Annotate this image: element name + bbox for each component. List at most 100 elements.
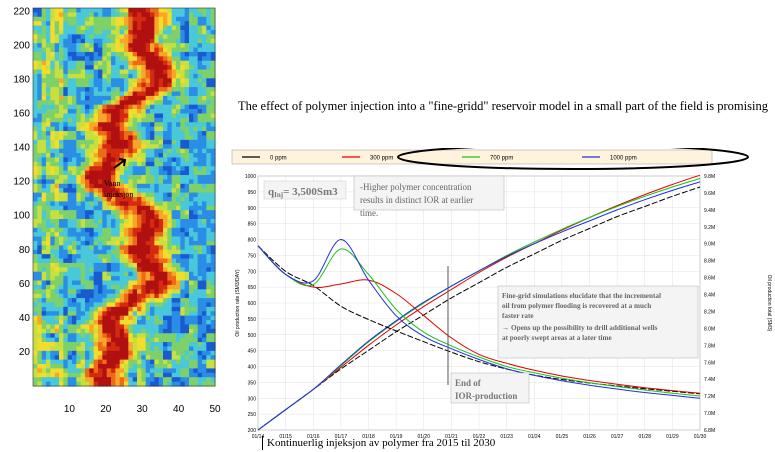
heatmap-cell	[115, 8, 121, 13]
heatmap-cell	[171, 113, 177, 119]
heatmap-cell	[210, 148, 216, 154]
heatmap-cell	[59, 254, 64, 260]
heatmap-cell	[202, 91, 207, 97]
heatmap-cell	[46, 47, 51, 53]
heatmap-cell	[89, 65, 95, 71]
heatmap-cell	[124, 328, 129, 334]
x-tick-label: 01/14	[252, 434, 265, 440]
heatmap-cell	[89, 240, 95, 246]
heatmap-cell	[50, 328, 56, 334]
heatmap-cell	[167, 60, 173, 66]
heatmap-cell	[119, 262, 125, 268]
heatmap-cell	[124, 175, 129, 181]
heatmap-cell	[167, 377, 173, 383]
heatmap-cell	[167, 342, 173, 348]
heatmap-cell	[50, 100, 56, 106]
heatmap-cell	[80, 157, 86, 163]
heatmap-cell	[150, 38, 155, 44]
heatmap-cell	[137, 179, 142, 185]
x-tick-label: 01/15	[279, 434, 292, 440]
heatmap-cell	[93, 87, 99, 93]
heatmap-cell	[150, 100, 155, 106]
heatmap-cell	[50, 381, 56, 387]
heatmap-cell	[54, 197, 60, 202]
heatmap-cell	[54, 117, 60, 123]
heatmap-cell	[111, 205, 116, 211]
heatmap-cell	[63, 227, 69, 233]
heatmap-cell	[102, 12, 108, 18]
heatmap-cell	[163, 258, 168, 264]
x-tick-label: 01/24	[528, 434, 541, 440]
y-right-tick-label: 9.2M	[704, 225, 715, 231]
heatmap-cell	[210, 78, 216, 84]
heatmap-cell	[80, 43, 86, 49]
heatmap-cell	[206, 333, 212, 339]
heatmap-cell	[102, 43, 108, 49]
heatmap-cell	[180, 240, 186, 246]
heatmap-cell	[154, 179, 160, 185]
heatmap-cell	[46, 293, 51, 299]
heatmap-cell	[167, 104, 173, 110]
heatmap-cell	[137, 91, 142, 97]
heatmap-cell	[128, 320, 134, 326]
heatmap-cell	[154, 69, 160, 75]
heatmap-cell	[106, 311, 112, 317]
heatmap-cell	[167, 135, 173, 141]
heatmap-cell	[189, 122, 194, 128]
heatmap-cell	[145, 214, 151, 220]
heatmap-cell	[167, 109, 173, 115]
heatmap-cell	[137, 276, 142, 282]
heatmap-cell	[41, 87, 47, 93]
heatmap-cell	[98, 333, 103, 339]
heatmap-cell	[184, 324, 190, 330]
heatmap-cell	[111, 298, 116, 304]
heatmap-cell	[85, 179, 90, 185]
heatmap-cell	[106, 214, 112, 220]
heatmap-cell	[141, 117, 147, 123]
heatmap-cell	[85, 91, 90, 97]
heatmap-cell	[41, 188, 47, 194]
heatmap-cell	[50, 95, 56, 101]
heatmap-cell	[115, 135, 121, 141]
heatmap-cell	[184, 51, 190, 57]
heatmap-cell	[158, 377, 164, 383]
heatmap-cell	[124, 47, 129, 53]
heatmap-cell	[197, 87, 203, 93]
heatmap-cell	[106, 82, 112, 88]
heatmap-cell	[33, 21, 38, 27]
heatmap-cell	[158, 232, 164, 238]
heatmap-cell	[46, 249, 51, 255]
heatmap-cell	[72, 271, 77, 277]
heatmap-cell	[189, 188, 194, 194]
heatmap-cell	[63, 192, 69, 198]
heatmap-cell	[171, 293, 177, 299]
heatmap-cell	[197, 179, 203, 185]
heatmap-cell	[89, 100, 95, 106]
heatmap-cell	[197, 183, 203, 189]
heatmap-cell	[89, 346, 95, 352]
heatmap-cell	[119, 161, 125, 167]
heatmap-cell	[180, 25, 186, 31]
heatmap-cell	[119, 372, 125, 378]
injection-arrow-icon	[113, 158, 127, 169]
heatmap-cell	[193, 153, 199, 159]
heatmap-cell	[128, 377, 134, 383]
heatmap-cell	[202, 131, 207, 137]
heatmap-cell	[124, 210, 129, 216]
heatmap-cell	[167, 12, 173, 18]
heatmap-cell	[171, 188, 177, 194]
heatmap-cell	[37, 153, 43, 159]
heatmap-cell	[111, 183, 116, 189]
heatmap-cell	[72, 43, 77, 49]
heatmap-cell	[180, 47, 186, 53]
heatmap-cell	[145, 355, 151, 361]
heatmap-cell	[150, 333, 155, 339]
heatmap-cell	[154, 113, 160, 119]
heatmap-cell	[63, 109, 69, 115]
heatmap-cell	[189, 227, 194, 233]
heatmap-cell	[111, 161, 116, 167]
heatmap-cell	[176, 240, 181, 246]
heatmap-cell	[124, 197, 129, 202]
heatmap-cell	[137, 364, 142, 370]
heatmap-cell	[171, 126, 177, 132]
